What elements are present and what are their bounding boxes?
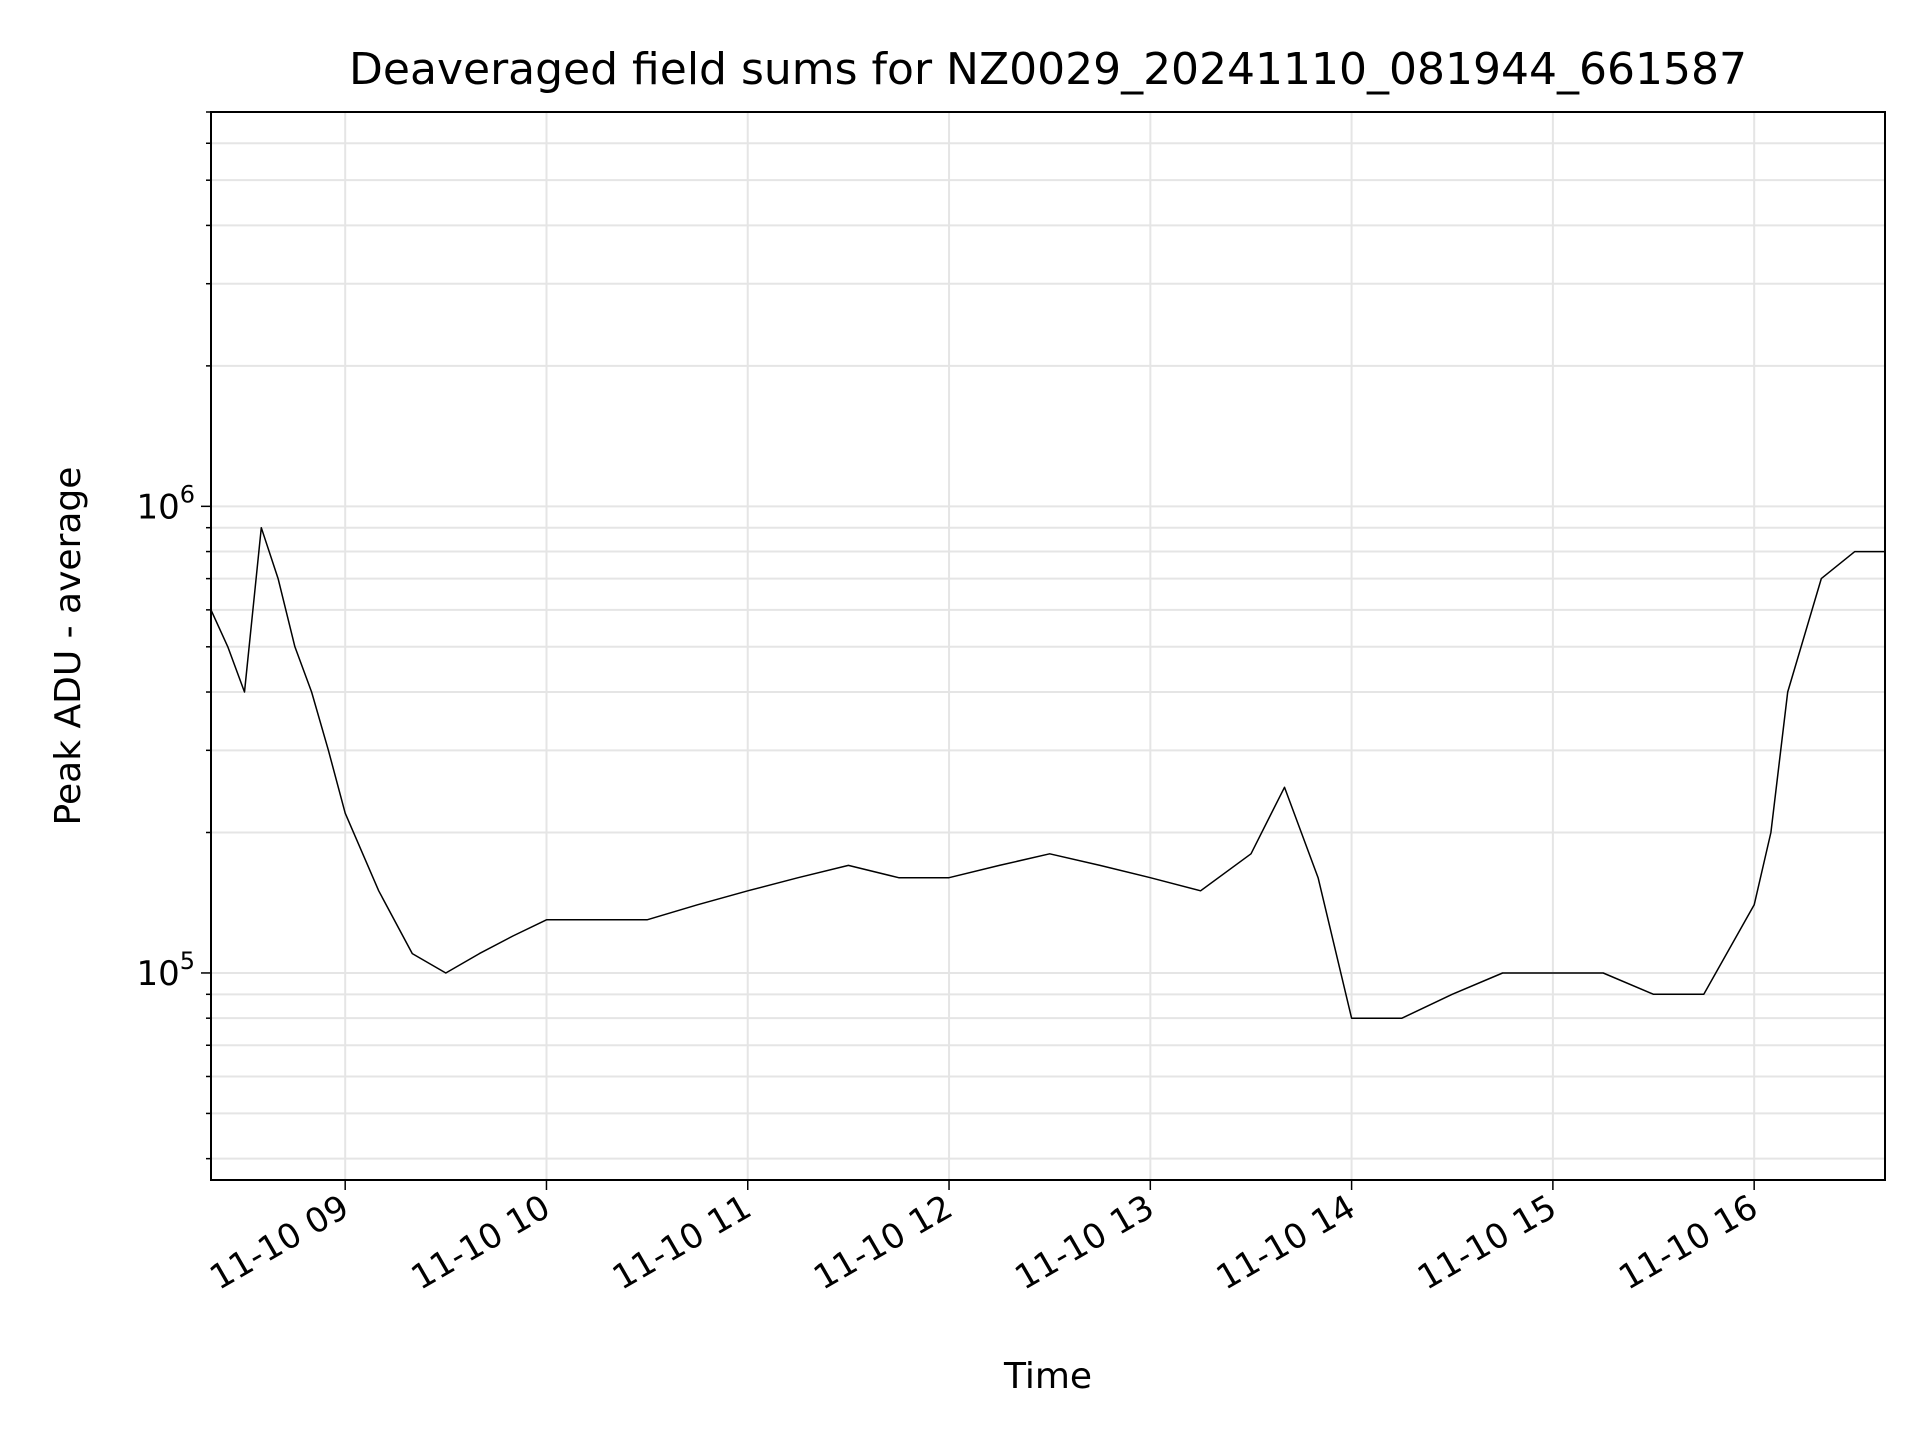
x-axis-label: Time <box>1003 1356 1092 1397</box>
chart-title: Deaveraged field sums for NZ0029_2024111… <box>349 44 1747 95</box>
plot-frame <box>210 111 1886 1181</box>
series-layer <box>210 526 1885 1019</box>
y-tick-label: 106 <box>136 480 195 527</box>
y-tick-label: 105 <box>136 947 195 994</box>
series-line <box>210 526 1885 1019</box>
y-axis-label: Peak ADU - average <box>48 467 89 826</box>
